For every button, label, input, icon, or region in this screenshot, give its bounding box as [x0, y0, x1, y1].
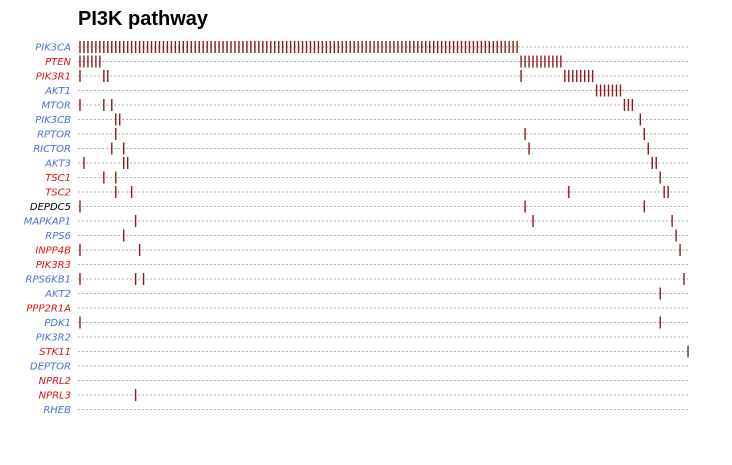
gene-label: RICTOR — [33, 144, 71, 155]
gene-label: AKT2 — [44, 289, 71, 300]
gene-label: MAPKAP1 — [24, 217, 71, 228]
gene-label: RPS6KB1 — [26, 275, 71, 286]
gene-label: PTEN — [45, 57, 71, 68]
gene-label: PDK1 — [44, 318, 71, 329]
gene-label: RHEB — [43, 405, 71, 416]
gene-label: TSC1 — [45, 173, 71, 184]
gene-label: PIK3R1 — [36, 72, 71, 83]
gene-label: PPP2R1A — [26, 304, 71, 315]
gene-label: AKT3 — [44, 159, 71, 170]
gene-label: RPS6 — [45, 231, 71, 242]
gene-label: DEPDC5 — [30, 202, 71, 213]
gene-label: DEPTOR — [30, 362, 71, 373]
gene-label: PIK3R3 — [36, 260, 71, 271]
chart-title: PI3K pathway — [78, 8, 209, 30]
gene-label: NPRL3 — [39, 391, 71, 402]
gene-label: PIK3CB — [35, 115, 71, 126]
gene-label: AKT1 — [44, 86, 71, 97]
gene-label: TSC2 — [45, 188, 71, 199]
gene-label: NPRL2 — [39, 376, 71, 387]
gene-label: PIK3R2 — [36, 333, 71, 344]
gene-label: MTOR — [41, 101, 71, 112]
gene-label: INPP4B — [35, 246, 71, 257]
gene-label: STK11 — [39, 347, 71, 358]
gene-label: RPTOR — [37, 130, 71, 141]
gene-label: PIK3CA — [35, 43, 71, 54]
